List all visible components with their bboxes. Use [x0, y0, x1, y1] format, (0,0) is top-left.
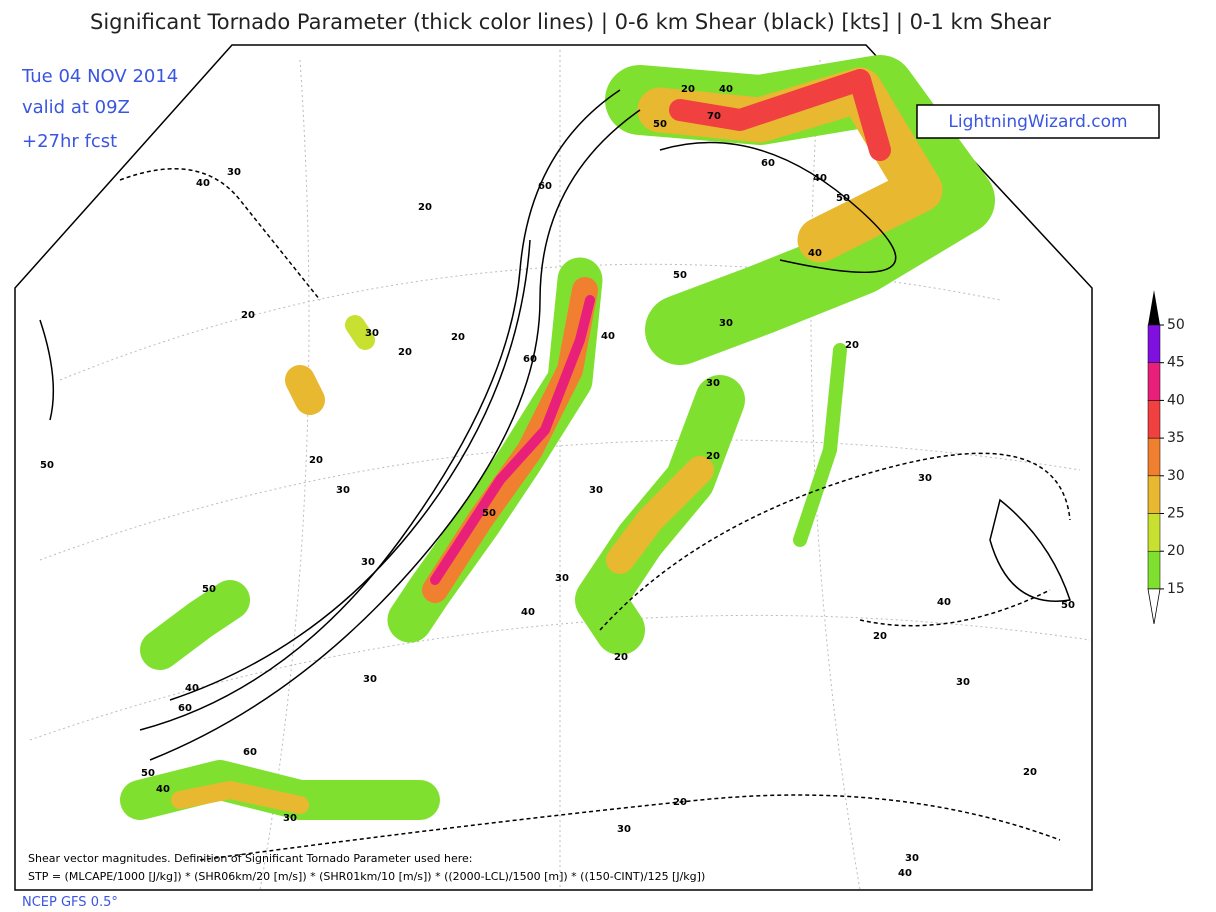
colorbar-segment: [1147, 324, 1161, 363]
contour-label: 30: [719, 318, 733, 329]
contour-label: 40: [521, 607, 535, 618]
contour-label: 30: [336, 485, 350, 496]
colorbar-label: 40: [1167, 392, 1185, 408]
contour-label: 30: [589, 485, 603, 496]
contour-label: 40: [156, 784, 170, 795]
contour-label: 30: [706, 378, 720, 389]
contour-label: 20: [1023, 767, 1037, 778]
contour-label: 40: [808, 248, 822, 259]
contour-label: 30: [555, 573, 569, 584]
contour-label: 40: [898, 868, 912, 879]
colorbar-label: 20: [1167, 543, 1185, 559]
contour-label: 40: [719, 84, 733, 95]
stp-shading: [120, 55, 995, 820]
contour-label: 50: [1061, 600, 1075, 611]
contour-label: 70: [707, 111, 721, 122]
contour-label: 30: [617, 824, 631, 835]
contour-label: 50: [673, 270, 687, 281]
contour-label: 20: [706, 451, 720, 462]
source: NCEP GFS 0.5°: [22, 895, 118, 910]
contour-label: 60: [178, 703, 192, 714]
colorbar-label: 50: [1167, 317, 1185, 333]
contour-label: 20: [614, 652, 628, 663]
colorbar-label: 35: [1167, 430, 1185, 446]
contour-label: 30: [956, 677, 970, 688]
colorbar-label: 15: [1167, 581, 1185, 597]
date: Tue 04 NOV 2014: [21, 66, 178, 87]
valid-time: valid at 09Z: [22, 97, 130, 118]
colorbar-segment: [1147, 513, 1161, 552]
contour-label: 30: [363, 674, 377, 685]
contour-label: 30: [227, 167, 241, 178]
colorbar-segment: [1147, 362, 1161, 401]
contour-label: 30: [283, 813, 297, 824]
colorbar: 15 20 25 30 35 40 45 50: [1147, 290, 1185, 624]
colorbar-segment: [1147, 550, 1161, 590]
contour-label: 20: [398, 347, 412, 358]
contour-label: 20: [309, 455, 323, 466]
contour-label: 20: [451, 332, 465, 343]
contour-label: 60: [761, 158, 775, 169]
contour-label: 20: [873, 631, 887, 642]
colorbar-segment: [1147, 437, 1161, 477]
brand: LightningWizard.com: [948, 112, 1127, 132]
footer-formula: STP = (MLCAPE/1000 [J/kg]) * (SHR06km/20…: [28, 870, 705, 883]
contour-label: 40: [937, 597, 951, 608]
contour-label: 60: [523, 354, 537, 365]
contour-label: 30: [905, 853, 919, 864]
forecast-hour: +27hr fcst: [22, 131, 117, 152]
contour-labels: 3040203020202050302030504030302030302050…: [40, 84, 1075, 879]
contour-label: 30: [365, 328, 379, 339]
colorbar-label: 25: [1167, 506, 1185, 522]
colorbar-min-arrow: [1147, 588, 1161, 624]
contour-label: 50: [653, 119, 667, 130]
contour-label: 50: [141, 768, 155, 779]
colorbar-segment: [1147, 475, 1161, 514]
contour-label: 30: [918, 473, 932, 484]
title: Significant Tornado Parameter (thick col…: [90, 10, 1051, 35]
contour-label: 20: [241, 310, 255, 321]
shear-contours: [39, 89, 1071, 761]
contour-label: 30: [361, 557, 375, 568]
contour-label: 50: [202, 584, 216, 595]
colorbar-max-arrow: [1148, 290, 1160, 325]
contour-label: 50: [836, 193, 850, 204]
brand-box: [916, 104, 1160, 139]
contour-label: 40: [601, 331, 615, 342]
contour-label: 60: [243, 747, 257, 758]
contour-label: 20: [418, 202, 432, 213]
colorbar-label: 30: [1167, 468, 1185, 484]
contour-label: 20: [673, 797, 687, 808]
contour-label: 40: [196, 178, 210, 189]
footer-note: Shear vector magnitudes. Definition of S…: [28, 852, 473, 865]
low-level-shear-contours: [119, 168, 1071, 861]
colorbar-segment: [1147, 400, 1161, 439]
contour-label: 20: [681, 84, 695, 95]
contour-label: 40: [185, 683, 199, 694]
contour-label: 40: [813, 173, 827, 184]
contour-label: 50: [40, 460, 54, 471]
contour-label: 20: [845, 340, 859, 351]
colorbar-label: 45: [1167, 355, 1185, 371]
contour-label: 50: [482, 508, 496, 519]
contour-label: 60: [538, 181, 552, 192]
